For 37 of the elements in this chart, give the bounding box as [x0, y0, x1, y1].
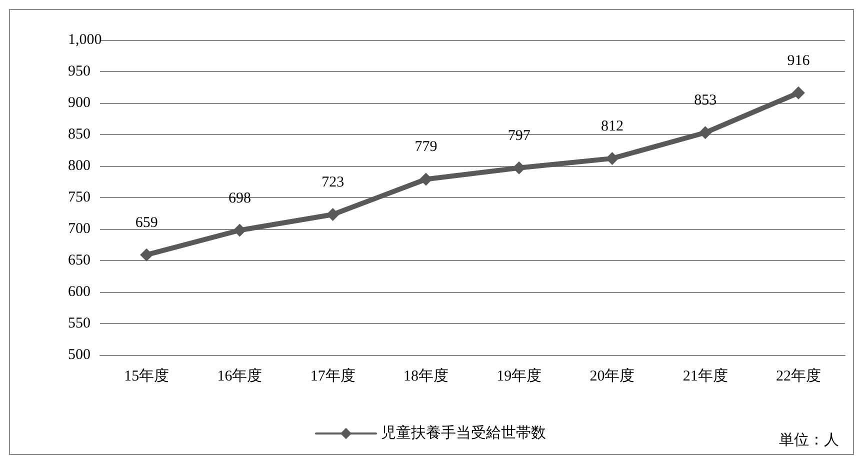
data-label: 853: [694, 92, 717, 109]
point: [419, 172, 432, 186]
y-tick-label: 900: [68, 95, 90, 111]
data-label: 797: [508, 128, 531, 144]
x-tick-label: 22年度: [776, 368, 821, 384]
x-tick-label: 16年度: [217, 368, 262, 384]
point: [326, 208, 340, 222]
y-tick-label: 950: [68, 64, 90, 80]
y-tick-label: 600: [68, 284, 90, 300]
point: [792, 86, 805, 100]
x-tick-label: 20年度: [590, 368, 635, 384]
y-tick-label: 800: [68, 158, 90, 174]
data-label: 723: [322, 174, 344, 191]
y-tick-label: 650: [68, 252, 90, 268]
data-label: 812: [600, 118, 624, 134]
point: [606, 152, 619, 165]
x-tick-label: 18年度: [403, 368, 448, 384]
x-tick-label: 15年度: [124, 368, 170, 384]
y-tick-label: 1,000: [68, 32, 102, 48]
point: [233, 224, 246, 237]
y-tick-label: 850: [68, 126, 90, 142]
x-tick-label: 17年度: [310, 368, 356, 384]
legend-label: 児童扶養手当受給世帯数: [381, 424, 546, 442]
point: [512, 161, 526, 174]
y-tick-label: 500: [68, 347, 90, 363]
y-tick-label: 750: [68, 190, 90, 206]
y-tick-label: 550: [68, 316, 90, 332]
data-label: 659: [135, 214, 158, 231]
y-tick-label: 700: [68, 221, 90, 237]
point: [140, 248, 154, 262]
x-tick-label: 21年度: [682, 368, 728, 384]
data-label: 916: [787, 52, 810, 69]
data-label: 779: [414, 139, 438, 156]
x-tick-label: 19年度: [496, 368, 542, 384]
point: [698, 126, 712, 140]
data-label: 698: [228, 190, 251, 206]
text: 単位：人: [779, 432, 839, 448]
